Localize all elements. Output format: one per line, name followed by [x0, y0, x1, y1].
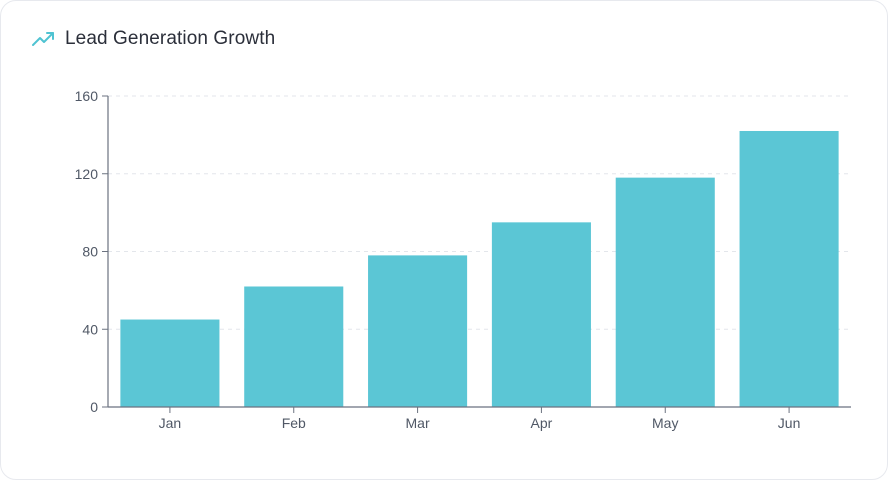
card-header: Lead Generation Growth	[31, 27, 275, 51]
bar-jan[interactable]	[120, 319, 220, 407]
x-tick-label: Apr	[531, 415, 553, 431]
bar-mar[interactable]	[368, 255, 468, 407]
y-tick-label: 0	[90, 399, 98, 415]
y-tick-label: 80	[82, 244, 98, 260]
bar-jun[interactable]	[739, 130, 839, 408]
bar-apr[interactable]	[491, 222, 591, 407]
bars	[120, 130, 839, 408]
tick-labels: 0 40 80 120 160 Jan Feb Mar Apr May Jun	[75, 88, 801, 431]
trending-up-icon	[32, 32, 54, 46]
y-tick-label: 120	[75, 166, 99, 182]
chart-title: Lead Generation Growth	[65, 28, 276, 49]
bar-may[interactable]	[615, 177, 715, 407]
y-tick-label: 40	[82, 321, 98, 337]
x-tick-label: Jan	[159, 415, 182, 431]
x-tick-label: Feb	[282, 415, 306, 431]
axes	[102, 95, 851, 413]
grid-lines	[108, 95, 851, 330]
x-tick-label: Mar	[406, 415, 430, 431]
bar-feb[interactable]	[244, 286, 344, 407]
x-tick-label: May	[652, 415, 678, 431]
y-tick-label: 160	[75, 88, 99, 104]
x-tick-label: Jun	[778, 415, 801, 431]
